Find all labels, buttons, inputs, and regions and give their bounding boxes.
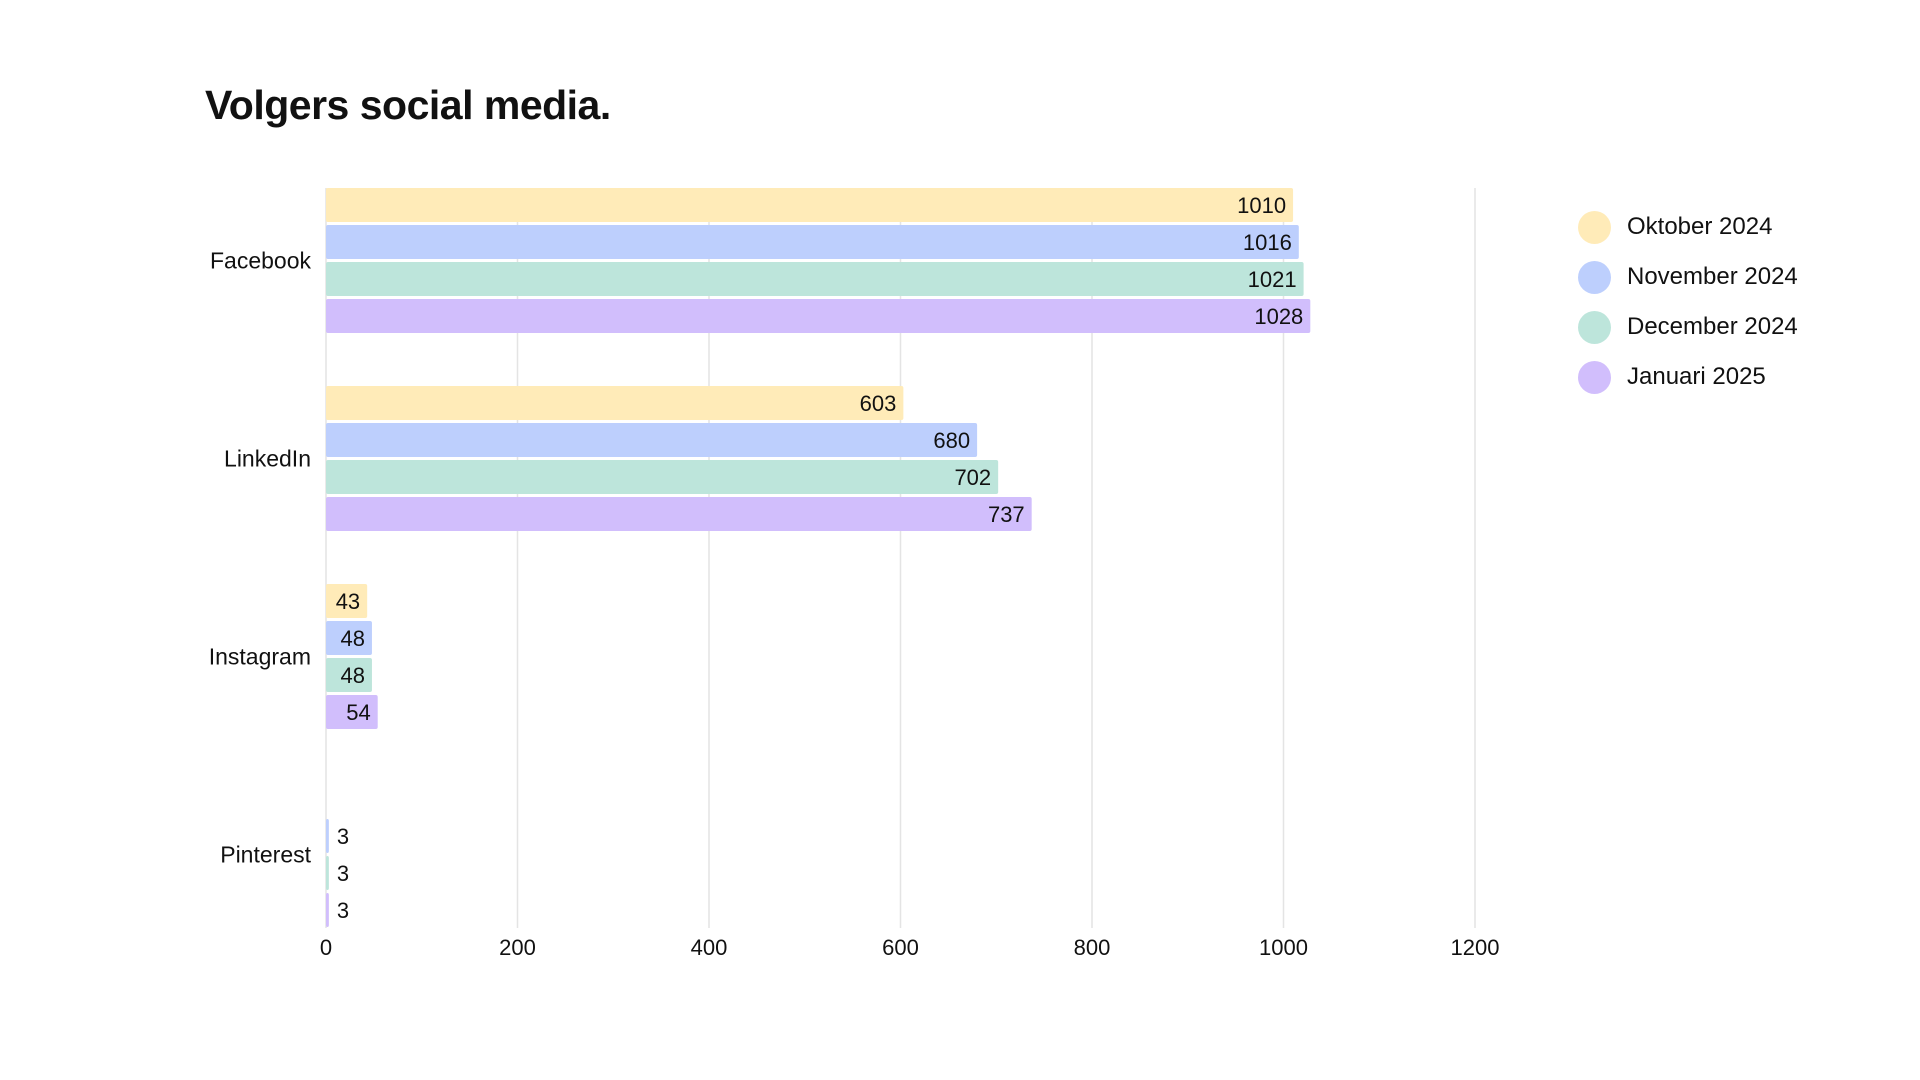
data-label: 48: [340, 626, 364, 651]
bar-linkedin-3: [326, 497, 1032, 531]
chart-title: Volgers social media.: [205, 82, 611, 128]
legend-swatch: [1578, 360, 1611, 394]
bars: [326, 188, 1311, 927]
legend-label: December 2024: [1627, 313, 1798, 340]
bar-instagram-2: [326, 658, 372, 692]
bar-facebook-3: [326, 299, 1311, 333]
x-tick-labels: 0 200 400 600 800 1000 1200: [320, 935, 1500, 960]
bar-linkedin-0: [326, 386, 904, 420]
bar-instagram-3: [326, 695, 378, 729]
category-label-linkedin: LinkedIn: [224, 446, 311, 472]
x-tick-label: 800: [1074, 935, 1111, 960]
data-label: 48: [340, 663, 364, 688]
legend-item: Oktober 2024: [1578, 210, 1798, 244]
legend-swatch: [1578, 310, 1611, 344]
data-labels: 1010 1016 1021 1028 603 680 702 737 43 48 48 54 3 3 3: [336, 193, 1304, 923]
data-label: 680: [933, 428, 970, 453]
bar-instagram-0: [326, 584, 368, 618]
bar-linkedin-1: [326, 423, 978, 457]
data-label: 737: [988, 502, 1025, 527]
bar-linkedin-2: [326, 460, 999, 494]
x-tick-label: 1000: [1259, 935, 1308, 960]
data-label: 1021: [1248, 267, 1297, 292]
data-label: 43: [336, 589, 360, 614]
data-label: 702: [954, 465, 991, 490]
x-tick-label: 600: [882, 935, 919, 960]
legend-label: Oktober 2024: [1627, 213, 1773, 240]
category-labels: Facebook LinkedIn Instagram Pinterest: [209, 248, 312, 868]
bar-pinterest-3: [326, 893, 329, 927]
data-label: 1010: [1237, 193, 1286, 218]
legend-swatch: [1578, 210, 1611, 244]
data-label: 1028: [1254, 304, 1303, 329]
bar-pinterest-2: [326, 856, 329, 890]
legend-swatch: [1578, 260, 1611, 294]
data-label: 54: [346, 700, 370, 725]
legend-label: November 2024: [1627, 263, 1798, 290]
category-label-instagram: Instagram: [209, 644, 311, 670]
x-tick-label: 1200: [1451, 935, 1500, 960]
legend: Oktober 2024 November 2024 December 2024 Ja…: [1578, 210, 1798, 410]
bar-facebook-1: [326, 225, 1299, 259]
bar-facebook-0: [326, 188, 1294, 222]
data-label: 1016: [1243, 230, 1292, 255]
legend-item: Januari 2025: [1578, 360, 1798, 394]
x-tick-label: 0: [320, 935, 332, 960]
legend-item: December 2024: [1578, 310, 1798, 344]
bar-facebook-2: [326, 262, 1304, 296]
data-label: 3: [337, 861, 349, 886]
data-label: 3: [337, 824, 349, 849]
x-tick-label: 400: [691, 935, 728, 960]
bar-instagram-1: [326, 621, 372, 655]
data-label: 3: [337, 898, 349, 923]
data-label: 603: [860, 391, 897, 416]
x-tick-label: 200: [499, 935, 536, 960]
bar-pinterest-1: [326, 819, 329, 853]
category-label-pinterest: Pinterest: [220, 842, 311, 868]
legend-item: November 2024: [1578, 260, 1798, 294]
category-label-facebook: Facebook: [210, 248, 312, 274]
legend-label: Januari 2025: [1627, 363, 1766, 390]
